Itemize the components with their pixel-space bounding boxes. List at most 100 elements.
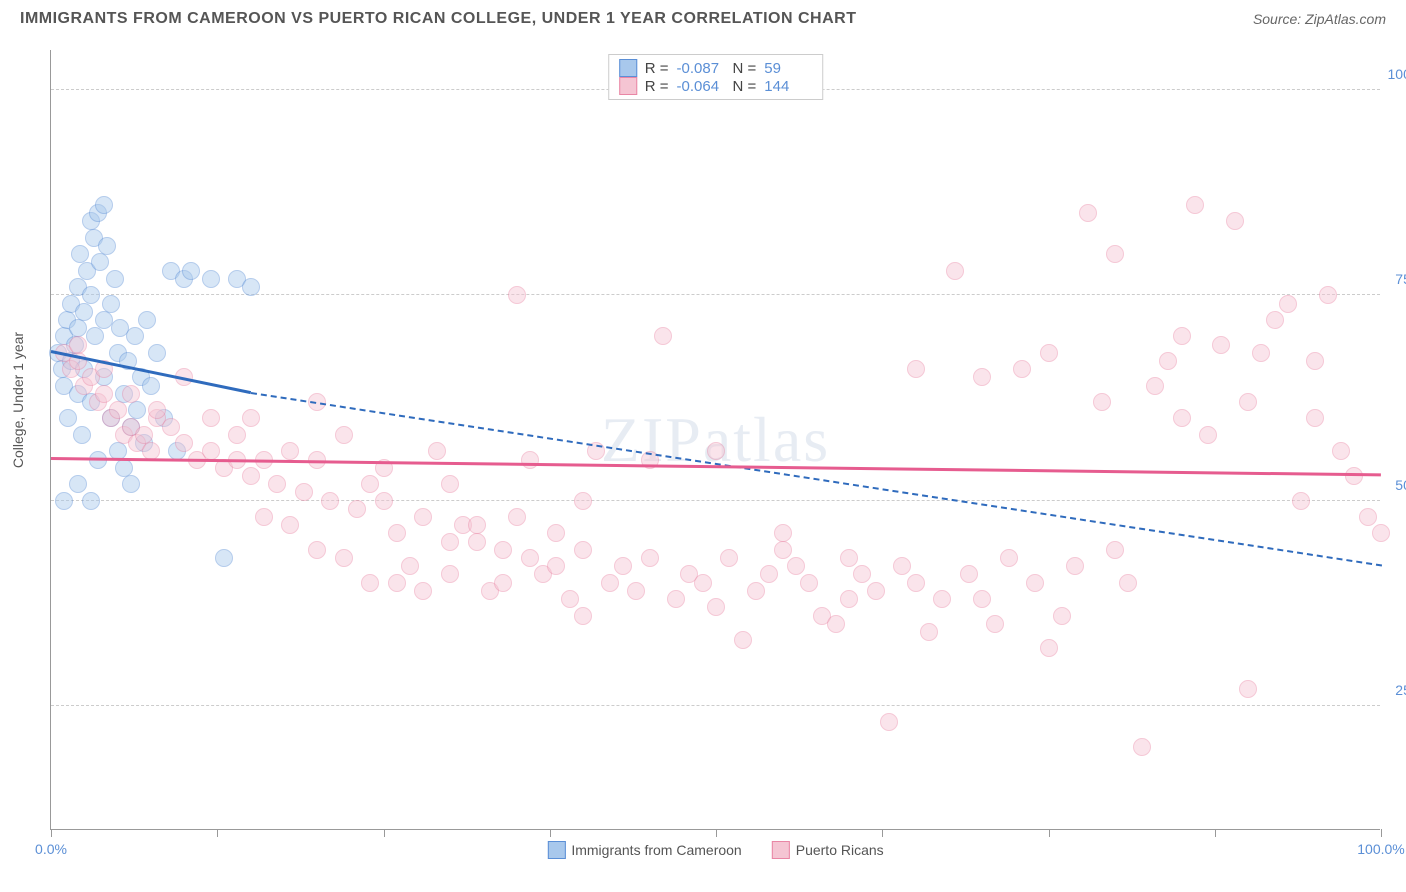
scatter-point bbox=[1079, 204, 1097, 222]
x-tick bbox=[384, 829, 385, 837]
scatter-point bbox=[601, 574, 619, 592]
y-tick-label: 50.0% bbox=[1395, 477, 1406, 493]
scatter-point bbox=[774, 524, 792, 542]
scatter-point bbox=[521, 549, 539, 567]
x-tick bbox=[1049, 829, 1050, 837]
scatter-point bbox=[135, 426, 153, 444]
y-tick-label: 75.0% bbox=[1395, 271, 1406, 287]
scatter-point bbox=[1106, 245, 1124, 263]
scatter-point bbox=[281, 442, 299, 460]
scatter-point bbox=[1212, 336, 1230, 354]
scatter-point bbox=[1146, 377, 1164, 395]
scatter-point bbox=[91, 253, 109, 271]
scatter-point bbox=[547, 524, 565, 542]
scatter-point bbox=[98, 237, 116, 255]
scatter-point bbox=[1106, 541, 1124, 559]
stat-r-value-2: -0.064 bbox=[677, 78, 725, 95]
stat-r-label: R = bbox=[645, 60, 669, 77]
scatter-point bbox=[242, 278, 260, 296]
scatter-point bbox=[1306, 409, 1324, 427]
scatter-point bbox=[95, 196, 113, 214]
y-tick-label: 25.0% bbox=[1395, 682, 1406, 698]
scatter-point bbox=[907, 360, 925, 378]
scatter-point bbox=[1173, 409, 1191, 427]
scatter-point bbox=[907, 574, 925, 592]
scatter-point bbox=[1040, 344, 1058, 362]
stat-n-label: N = bbox=[733, 78, 757, 95]
scatter-point bbox=[920, 623, 938, 641]
scatter-point bbox=[840, 549, 858, 567]
scatter-point bbox=[1306, 352, 1324, 370]
stat-n-label: N = bbox=[733, 60, 757, 77]
scatter-point bbox=[1252, 344, 1270, 362]
x-tick bbox=[217, 829, 218, 837]
scatter-point bbox=[1372, 524, 1390, 542]
legend-swatch-1 bbox=[547, 841, 565, 859]
scatter-point bbox=[1133, 738, 1151, 756]
scatter-point bbox=[1226, 212, 1244, 230]
stats-row-series-2: R = -0.064 N = 144 bbox=[619, 77, 813, 95]
scatter-point bbox=[441, 533, 459, 551]
scatter-point bbox=[1186, 196, 1204, 214]
x-tick bbox=[51, 829, 52, 837]
scatter-point bbox=[308, 541, 326, 559]
scatter-point bbox=[1119, 574, 1137, 592]
scatter-point bbox=[468, 516, 486, 534]
scatter-point bbox=[654, 327, 672, 345]
scatter-point bbox=[59, 409, 77, 427]
scatter-point bbox=[202, 270, 220, 288]
scatter-point bbox=[401, 557, 419, 575]
x-tick bbox=[550, 829, 551, 837]
y-axis-label: College, Under 1 year bbox=[10, 332, 26, 468]
stat-n-value-2: 144 bbox=[764, 78, 812, 95]
scatter-point bbox=[228, 426, 246, 444]
scatter-point bbox=[946, 262, 964, 280]
scatter-point bbox=[880, 713, 898, 731]
stats-legend-box: R = -0.087 N = 59 R = -0.064 N = 144 bbox=[608, 54, 824, 100]
scatter-point bbox=[774, 541, 792, 559]
scatter-point bbox=[361, 574, 379, 592]
scatter-point bbox=[1359, 508, 1377, 526]
scatter-point bbox=[335, 549, 353, 567]
scatter-point bbox=[667, 590, 685, 608]
scatter-point bbox=[840, 590, 858, 608]
scatter-point bbox=[348, 500, 366, 518]
stat-r-value-1: -0.087 bbox=[677, 60, 725, 77]
scatter-point bbox=[215, 549, 233, 567]
y-tick-label: 100.0% bbox=[1388, 66, 1406, 82]
scatter-point bbox=[414, 508, 432, 526]
scatter-point bbox=[335, 426, 353, 444]
x-tick bbox=[1381, 829, 1382, 837]
trend-line-dashed bbox=[250, 392, 1381, 566]
scatter-point bbox=[707, 598, 725, 616]
legend-label-2: Puerto Ricans bbox=[796, 842, 884, 858]
scatter-point bbox=[69, 475, 87, 493]
scatter-point bbox=[82, 286, 100, 304]
scatter-point bbox=[494, 541, 512, 559]
scatter-point bbox=[614, 557, 632, 575]
scatter-point bbox=[1159, 352, 1177, 370]
scatter-point bbox=[1332, 442, 1350, 460]
scatter-point bbox=[760, 565, 778, 583]
chart-plot-area: R = -0.087 N = 59 R = -0.064 N = 144 ZIP… bbox=[50, 50, 1380, 830]
scatter-point bbox=[1026, 574, 1044, 592]
x-tick bbox=[1215, 829, 1216, 837]
scatter-point bbox=[1292, 492, 1310, 510]
swatch-series-1 bbox=[619, 59, 637, 77]
scatter-point bbox=[734, 631, 752, 649]
scatter-point bbox=[627, 582, 645, 600]
scatter-point bbox=[242, 467, 260, 485]
scatter-point bbox=[75, 303, 93, 321]
scatter-point bbox=[162, 418, 180, 436]
stat-r-label: R = bbox=[645, 78, 669, 95]
stat-n-value-1: 59 bbox=[764, 60, 812, 77]
swatch-series-2 bbox=[619, 77, 637, 95]
scatter-point bbox=[82, 492, 100, 510]
scatter-point bbox=[747, 582, 765, 600]
scatter-point bbox=[281, 516, 299, 534]
scatter-point bbox=[893, 557, 911, 575]
scatter-point bbox=[126, 327, 144, 345]
legend-item-2: Puerto Ricans bbox=[772, 841, 884, 859]
scatter-point bbox=[1239, 393, 1257, 411]
scatter-point bbox=[1173, 327, 1191, 345]
